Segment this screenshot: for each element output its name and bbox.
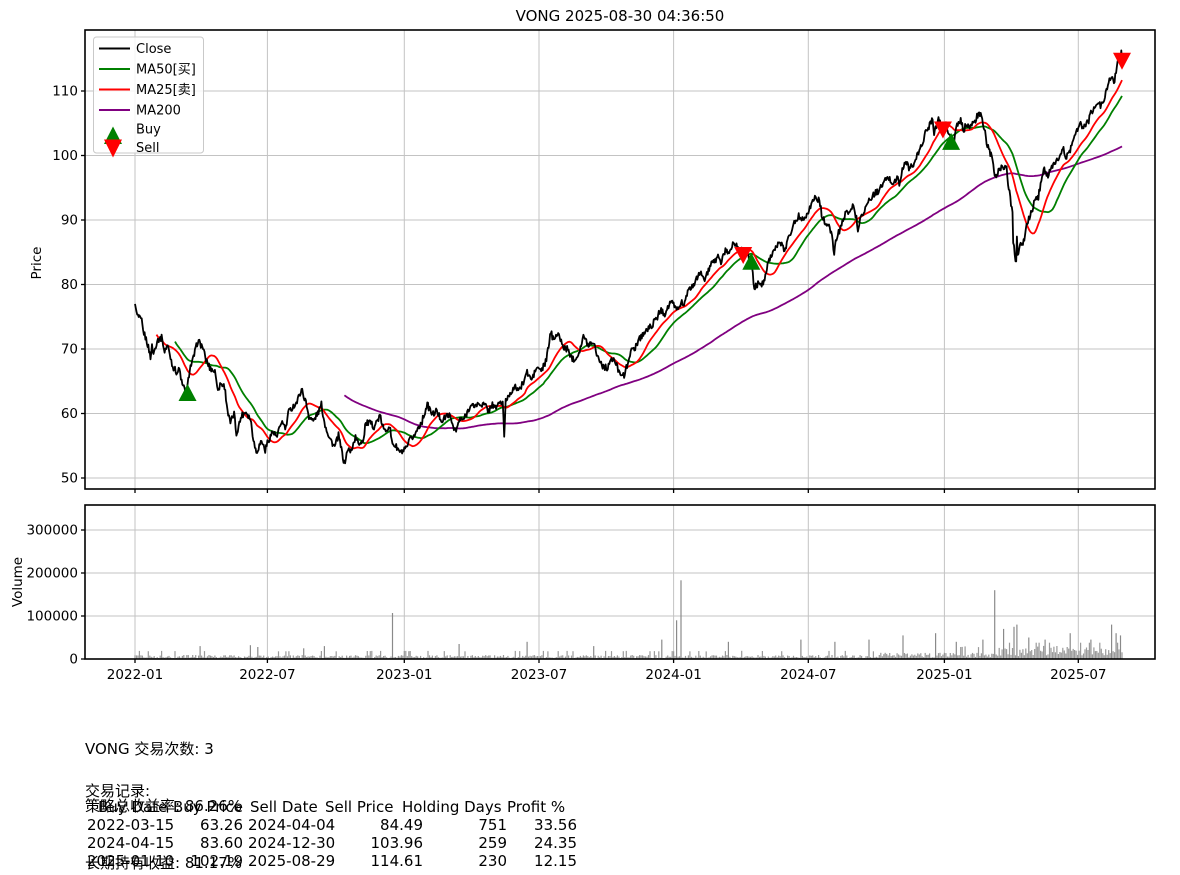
col-buy-date: Buy Date [98,798,168,816]
cell-holding-days: 751 [478,816,507,834]
cell-buy-date: 2025-01-10 [87,852,175,870]
cell-buy-price: 102.19 [190,852,244,870]
table-row: 2022-03-15 63.26 2024-04-04 84.49 751 33… [85,816,577,834]
volume-tick-label: 200000 [26,566,78,582]
cell-sell-date: 2024-04-04 [248,816,336,834]
buy-marker [742,252,761,270]
hold-return-line: 长期持有收益: 81.17% [85,854,243,872]
price-axis-label: Price [29,247,45,280]
buy-marker [942,132,961,150]
col-sell-price: Sell Price [325,798,394,816]
x-tick-label: 2025-07 [1050,667,1106,683]
sell-marker [933,121,952,139]
sell-marker [734,247,753,265]
cell-sell-price: 103.96 [370,834,424,852]
x-tick-label: 2024-07 [780,667,836,683]
ma50-line [174,95,1123,445]
legend-box [93,36,204,154]
col-buy-price: Buy Price [173,798,244,816]
price-tick-label: 50 [61,471,78,487]
volume-tick-label: 0 [69,652,78,668]
legend-label: Buy [136,123,161,138]
buy-marker [178,383,197,401]
legend-label: Sell [136,141,159,156]
cell-buy-price: 63.26 [200,816,243,834]
axis-ticks [81,90,1079,663]
price-tick-label: 100 [52,148,78,164]
cell-holding-days: 259 [478,834,507,852]
cell-sell-date: 2025-08-29 [248,852,336,870]
cell-sell-date: 2024-12-30 [248,834,336,852]
cell-buy-price: 83.60 [200,834,243,852]
col-sell-date: Sell Date [250,798,318,816]
cell-buy-date: 2022-03-15 [87,816,175,834]
table-row: 2025-01-10 102.19 2025-08-29 114.61 230 … [85,852,577,870]
x-tick-label: 2023-01 [376,667,432,683]
grid-lines [85,30,1155,660]
legend-sell-icon [104,139,122,158]
col-profit: Profit % [507,798,566,816]
cell-profit: 24.35 [534,834,577,852]
price-tick-label: 110 [52,84,78,100]
trade-table-header: Buy Date Buy Price Sell Date Sell Price … [85,798,565,816]
strategy-summary: VONG 交易次数: 3 策略总收益率: 86.26% 长期持有收益: 81.1… [85,702,242,875]
col-holding-days: Holding Days [402,798,502,816]
price-tick-label: 90 [61,213,78,229]
table-row: 2024-04-15 83.60 2024-12-30 103.96 259 2… [85,834,577,852]
price-axes [84,29,1156,490]
cell-buy-date: 2024-04-15 [87,834,175,852]
x-tick-label: 2022-01 [107,667,163,683]
ma200-line [343,145,1123,430]
cell-profit: 12.15 [534,852,577,870]
chart-title: VONG 2025-08-30 04:36:50 [516,7,725,25]
trade-table-title: 交易记录: [85,782,151,800]
axis-tick-labels: 2022-01 2022-07 2023-01 2023-07 2024-01 2024-… [26,84,1106,684]
close-line [134,49,1123,465]
trade-markers [178,52,1131,401]
volume-bars [134,580,1123,660]
cell-holding-days: 230 [478,852,507,870]
cell-sell-price: 114.61 [370,852,424,870]
cell-profit: 33.56 [534,816,577,834]
legend: Close MA50[买] MA25[卖] MA200 Buy Sell [93,36,204,158]
legend-label: Close [136,42,171,57]
trade-count-line: VONG 交易次数: 3 [85,740,214,758]
price-tick-label: 80 [61,277,78,293]
x-tick-label: 2023-07 [511,667,567,683]
cell-sell-price: 84.49 [380,816,423,834]
x-tick-label: 2024-01 [645,667,701,683]
price-tick-label: 70 [61,342,78,358]
strategy-return-line: 策略总收益率: 86.26% [85,797,243,815]
x-tick-label: 2025-01 [916,667,972,683]
volume-axes [84,504,1156,660]
price-tick-label: 60 [61,406,78,422]
trade-record-table: 交易记录: Buy Date Buy Price Sell Date Sell … [85,780,577,870]
legend-label: MA200 [136,104,181,119]
volume-tick-label: 100000 [26,609,78,625]
sell-marker [1113,52,1131,70]
volume-axis-label: Volume [10,557,26,607]
x-tick-label: 2022-07 [239,667,295,683]
ma25-line [155,79,1123,450]
legend-label: MA50[买] [136,63,196,78]
legend-label: MA25[卖] [136,83,196,98]
volume-tick-label: 300000 [26,523,78,539]
